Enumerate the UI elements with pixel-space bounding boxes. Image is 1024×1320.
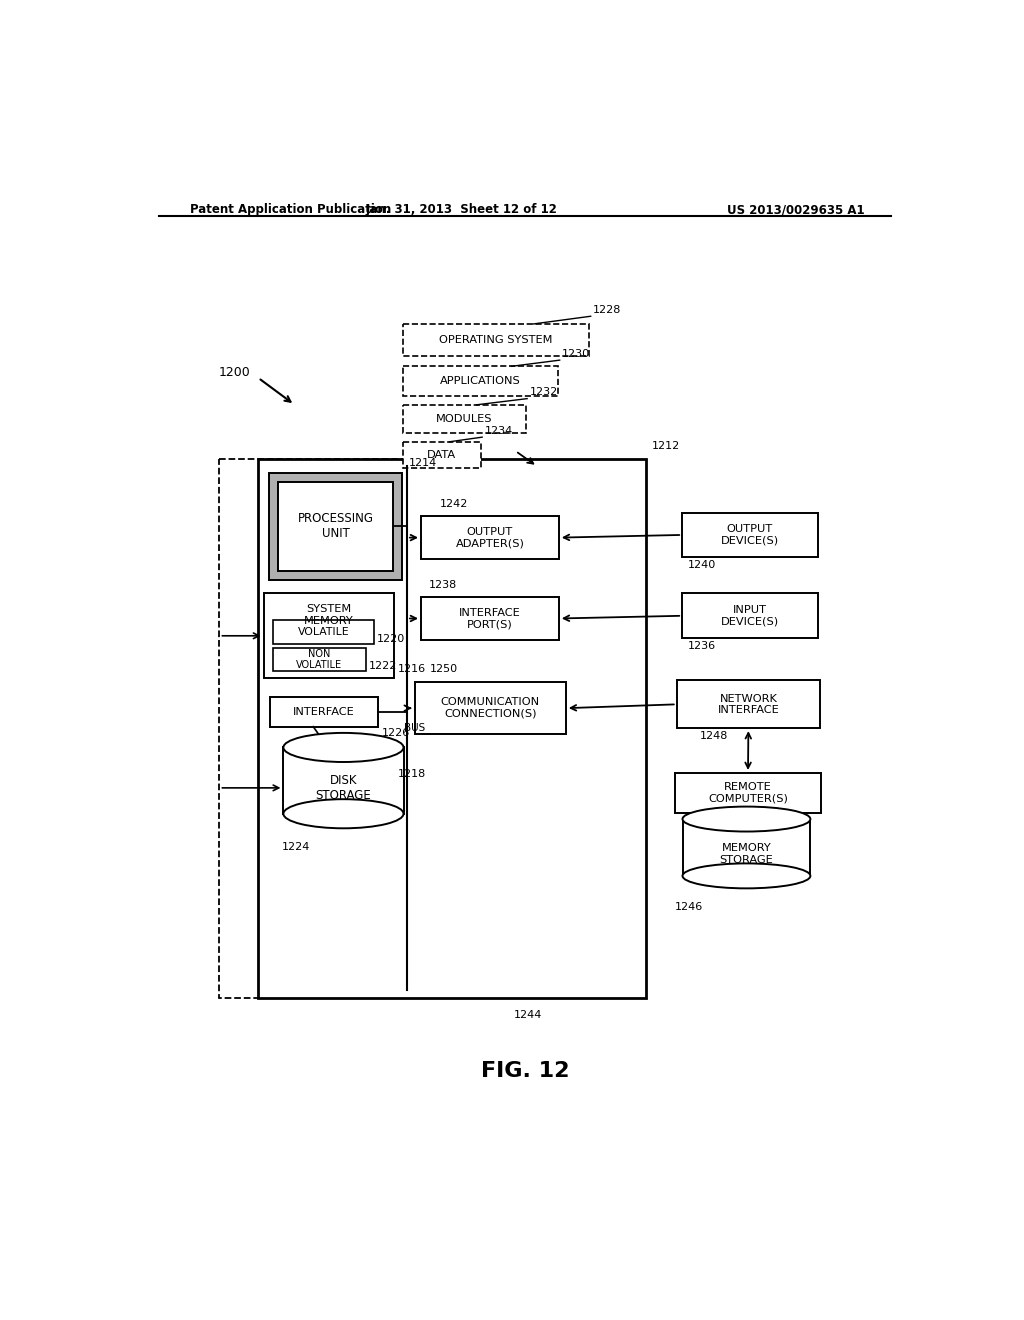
Ellipse shape bbox=[683, 807, 810, 832]
Bar bbox=[403, 405, 525, 433]
Bar bbox=[284, 747, 403, 813]
Text: 1242: 1242 bbox=[440, 499, 469, 508]
Text: 1246: 1246 bbox=[675, 903, 703, 912]
Bar bbox=[269, 473, 402, 581]
Text: 1222: 1222 bbox=[369, 661, 397, 671]
Text: REMOTE
COMPUTER(S): REMOTE COMPUTER(S) bbox=[708, 781, 787, 804]
Bar bbox=[270, 697, 378, 726]
Text: 1238: 1238 bbox=[429, 579, 457, 590]
Bar bbox=[682, 594, 818, 638]
Text: NON
VOLATILE: NON VOLATILE bbox=[296, 649, 342, 671]
Text: 1250: 1250 bbox=[430, 664, 459, 675]
Bar bbox=[415, 682, 566, 734]
Bar bbox=[273, 648, 366, 671]
Text: 1212: 1212 bbox=[652, 441, 680, 451]
Bar bbox=[421, 597, 559, 640]
Ellipse shape bbox=[284, 799, 403, 829]
Text: NETWORK
INTERFACE: NETWORK INTERFACE bbox=[718, 693, 779, 715]
Text: DATA: DATA bbox=[427, 450, 457, 459]
Text: DISK
STORAGE: DISK STORAGE bbox=[315, 774, 372, 801]
Text: 1234: 1234 bbox=[484, 425, 513, 436]
Text: MEMORY
STORAGE: MEMORY STORAGE bbox=[720, 843, 773, 865]
Text: 1200: 1200 bbox=[219, 366, 251, 379]
Bar bbox=[263, 594, 394, 678]
Text: 1244: 1244 bbox=[514, 1010, 543, 1020]
Text: 1236: 1236 bbox=[688, 642, 717, 651]
Text: 1226: 1226 bbox=[381, 729, 410, 738]
Text: 1230: 1230 bbox=[562, 348, 590, 359]
Text: SYSTEM
MEMORY: SYSTEM MEMORY bbox=[304, 605, 353, 626]
Text: OPERATING SYSTEM: OPERATING SYSTEM bbox=[439, 335, 553, 345]
Text: VOLATILE: VOLATILE bbox=[298, 627, 349, 638]
Text: 1218: 1218 bbox=[397, 770, 426, 779]
Bar bbox=[273, 620, 374, 644]
Text: 1240: 1240 bbox=[688, 560, 717, 570]
Text: OUTPUT
ADAPTER(S): OUTPUT ADAPTER(S) bbox=[456, 527, 524, 548]
Bar bbox=[279, 482, 393, 572]
Text: OUTPUT
DEVICE(S): OUTPUT DEVICE(S) bbox=[721, 524, 779, 545]
Ellipse shape bbox=[284, 733, 403, 762]
Bar bbox=[403, 442, 480, 467]
Bar bbox=[677, 681, 820, 729]
Text: BUS: BUS bbox=[404, 723, 425, 733]
Bar bbox=[403, 367, 558, 396]
Text: 1220: 1220 bbox=[377, 634, 406, 644]
Ellipse shape bbox=[683, 863, 810, 888]
Text: FIG. 12: FIG. 12 bbox=[480, 1061, 569, 1081]
Text: INTERFACE: INTERFACE bbox=[293, 708, 355, 717]
Bar bbox=[682, 512, 818, 557]
Text: INPUT
DEVICE(S): INPUT DEVICE(S) bbox=[721, 605, 779, 627]
Text: 1228: 1228 bbox=[593, 305, 622, 314]
Text: MODULES: MODULES bbox=[436, 413, 493, 424]
Bar bbox=[683, 818, 810, 876]
Text: PROCESSING
UNIT: PROCESSING UNIT bbox=[298, 512, 374, 540]
Text: 1216: 1216 bbox=[397, 664, 426, 675]
Bar bbox=[258, 459, 646, 998]
Bar bbox=[219, 459, 415, 998]
Bar bbox=[675, 774, 821, 813]
Text: Patent Application Publication: Patent Application Publication bbox=[190, 203, 391, 216]
Text: COMMUNICATION
CONNECTION(S): COMMUNICATION CONNECTION(S) bbox=[440, 697, 540, 719]
Text: Jan. 31, 2013  Sheet 12 of 12: Jan. 31, 2013 Sheet 12 of 12 bbox=[366, 203, 557, 216]
Bar bbox=[403, 323, 589, 356]
Bar bbox=[421, 516, 559, 558]
Text: INTERFACE
PORT(S): INTERFACE PORT(S) bbox=[459, 607, 521, 630]
Text: APPLICATIONS: APPLICATIONS bbox=[440, 376, 521, 385]
Text: 1248: 1248 bbox=[700, 731, 728, 742]
Text: 1224: 1224 bbox=[282, 842, 310, 853]
Text: 1214: 1214 bbox=[409, 458, 437, 469]
Text: 1232: 1232 bbox=[529, 387, 558, 397]
Text: US 2013/0029635 A1: US 2013/0029635 A1 bbox=[727, 203, 864, 216]
